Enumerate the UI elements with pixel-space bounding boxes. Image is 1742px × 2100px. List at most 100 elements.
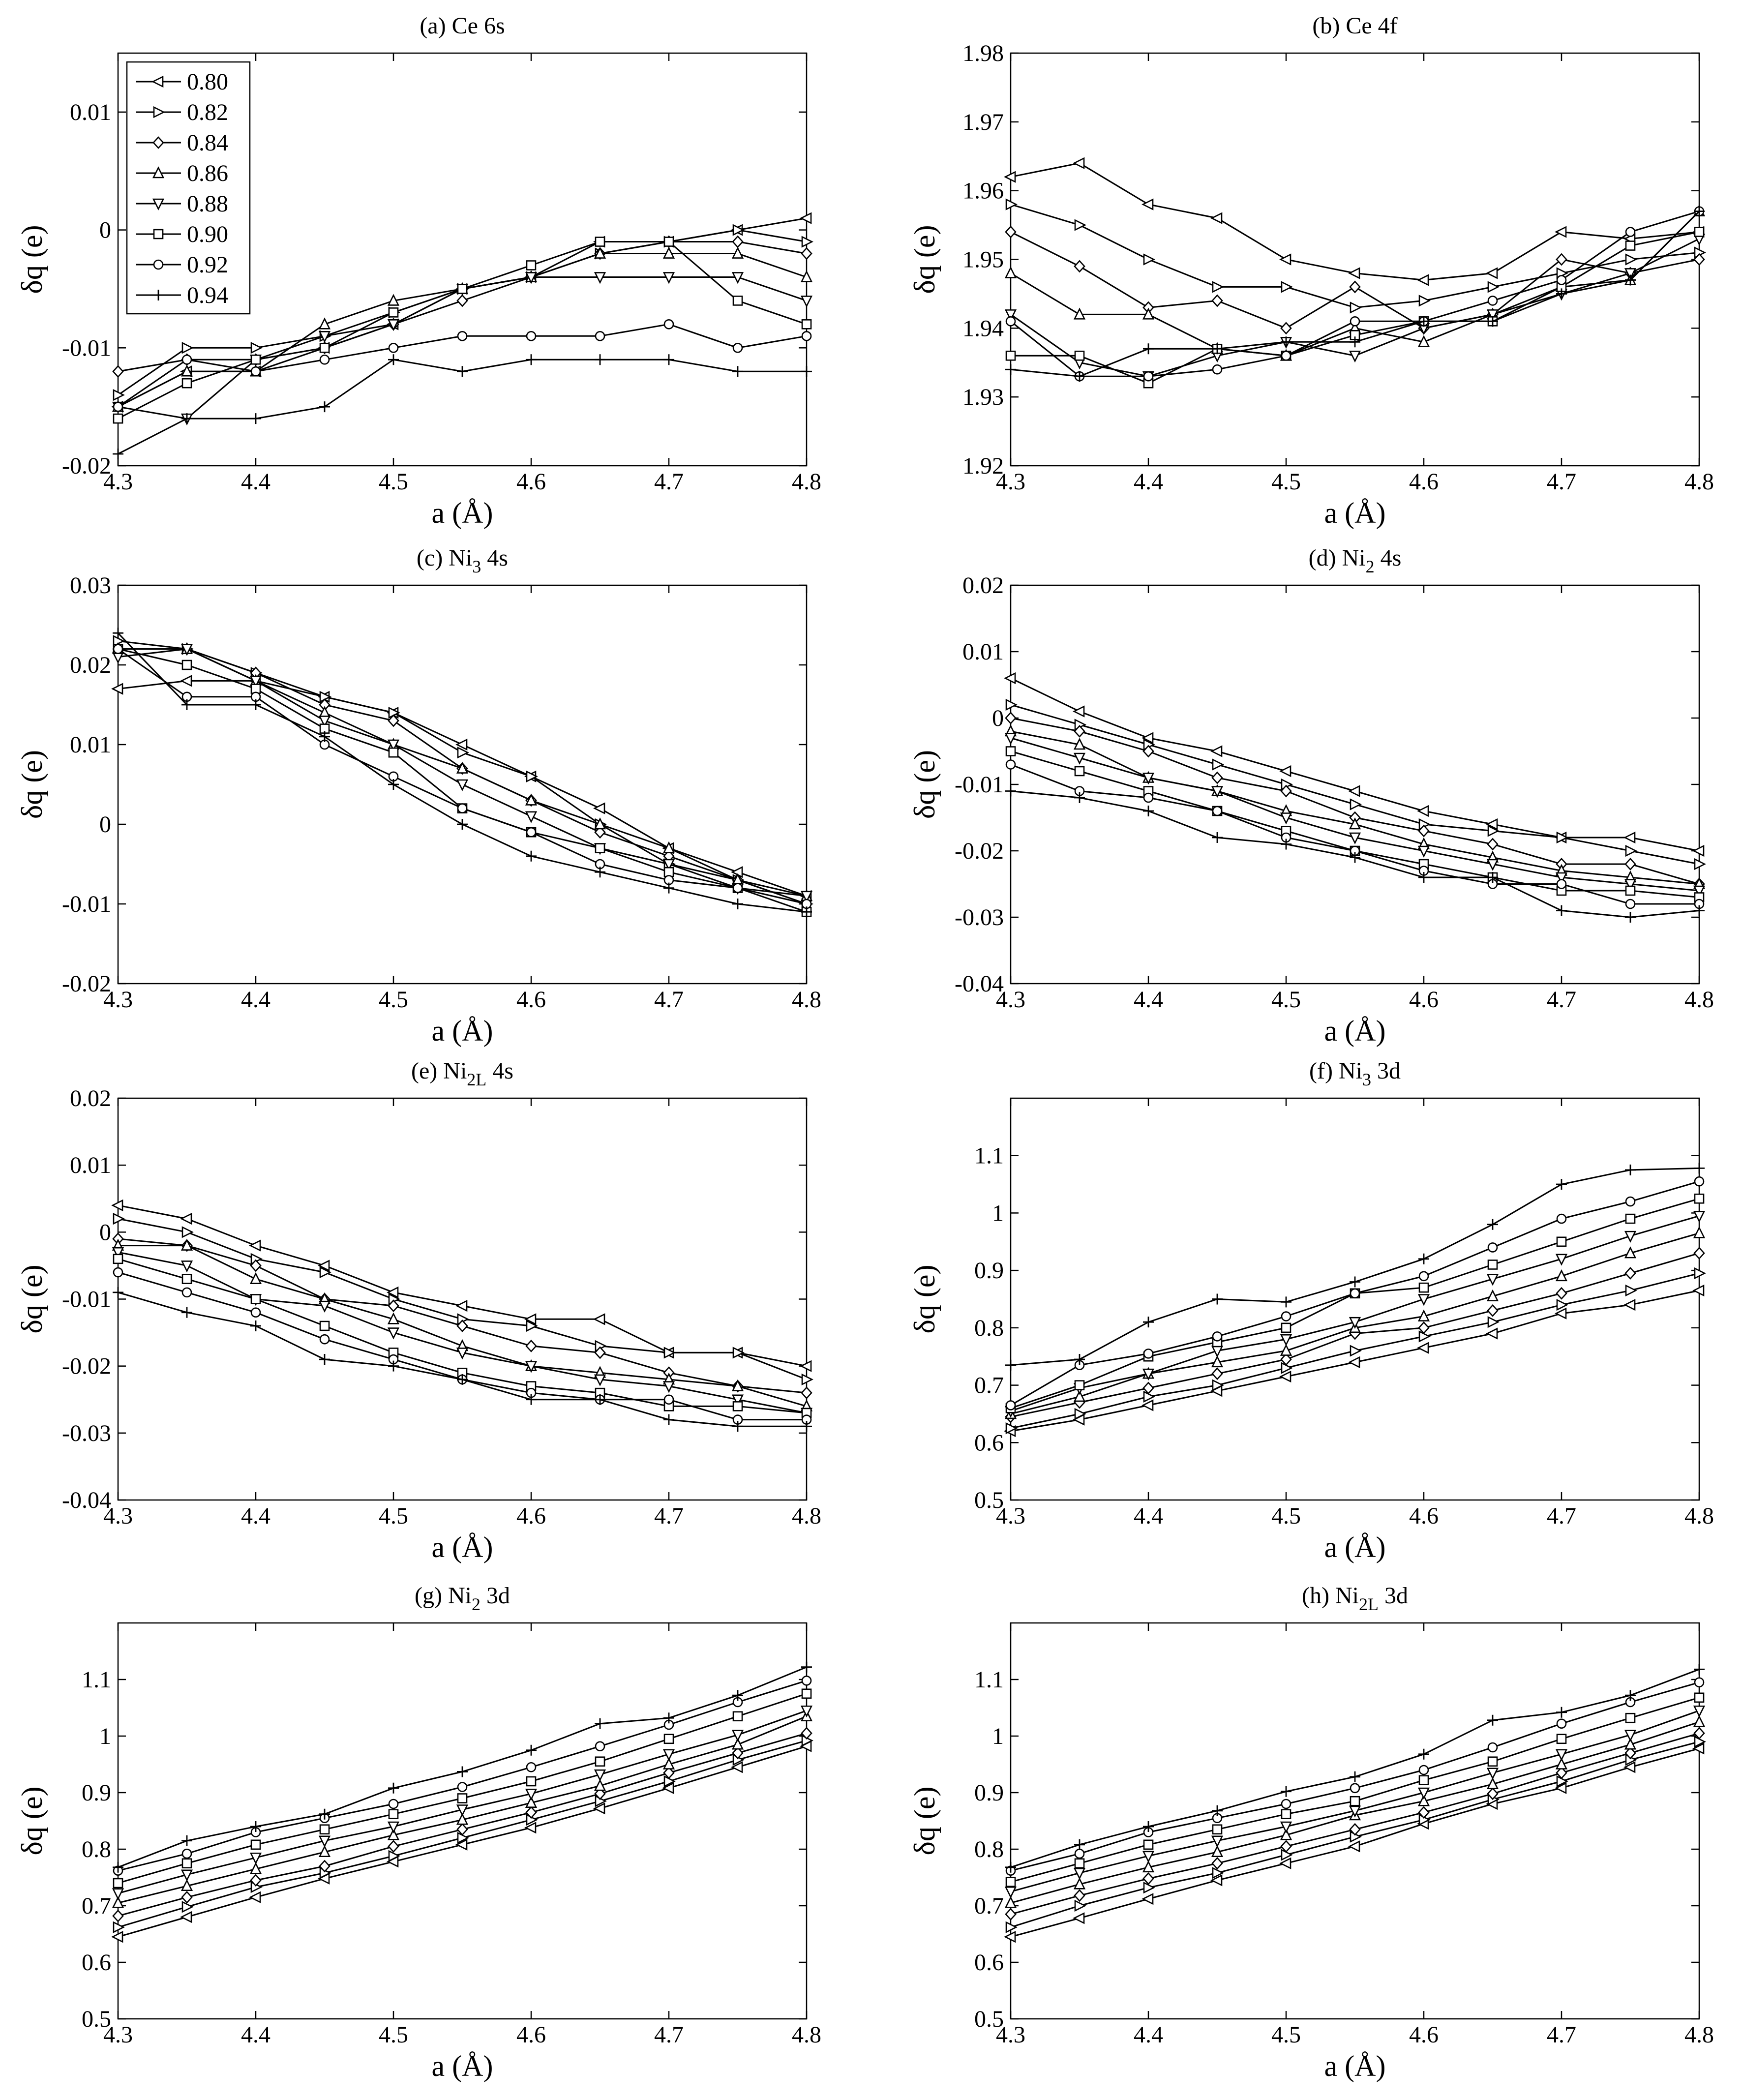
data-point [526, 1762, 537, 1772]
data-point [1005, 712, 1017, 724]
data-point [1280, 1353, 1292, 1366]
data-point [1417, 335, 1430, 347]
data-point [181, 1226, 194, 1238]
data-point [1143, 1821, 1154, 1832]
data-point [1624, 1730, 1637, 1742]
data-point [456, 1804, 469, 1817]
data-point [1074, 792, 1085, 803]
data-point [732, 342, 743, 353]
data-point [1141, 732, 1154, 744]
data-point [113, 401, 123, 412]
data-point [731, 246, 744, 259]
data-point [801, 1727, 812, 1740]
data-point [595, 843, 605, 853]
data-point [1143, 1839, 1154, 1850]
data-point [526, 770, 538, 782]
data-point [1073, 1390, 1086, 1402]
data-point [181, 354, 192, 365]
data-point [1556, 1287, 1567, 1300]
y-tick-label: 0.7 [82, 1893, 111, 1919]
data-point [595, 1718, 605, 1729]
data-point [1350, 798, 1362, 810]
series-0.88 [112, 1705, 813, 1900]
series-0.88 [112, 1247, 813, 1420]
data-point [1143, 806, 1154, 816]
data-point [1350, 852, 1360, 863]
data-point [1556, 1734, 1567, 1744]
data-point [457, 284, 468, 294]
data-point [1350, 1276, 1360, 1288]
data-point [388, 1782, 399, 1794]
data-point [1280, 1828, 1292, 1840]
data-point [1487, 1742, 1498, 1753]
y-tick-label: 0.01 [962, 639, 1004, 665]
data-point [387, 739, 400, 751]
data-point [456, 1823, 468, 1836]
data-point [1625, 1213, 1636, 1224]
data-point [1625, 1284, 1637, 1297]
data-point [1210, 1874, 1223, 1887]
data-point [1625, 1712, 1636, 1723]
legend-label: 0.84 [187, 130, 228, 156]
series-0.86 [112, 1709, 813, 1908]
data-point [1073, 1868, 1086, 1880]
x-tick-label: 4.4 [1134, 1503, 1163, 1529]
data-point [1004, 1886, 1017, 1899]
data-point [1486, 1327, 1498, 1340]
data-point [180, 1212, 192, 1225]
data-point [1624, 1267, 1636, 1280]
legend-marker [153, 106, 165, 119]
data-point [1487, 1304, 1499, 1317]
data-point [113, 449, 123, 460]
series-line [1010, 1215, 1700, 1412]
series-0.82 [1005, 698, 1706, 870]
data-point [1556, 275, 1567, 285]
legend-item: 0.80 [136, 69, 228, 95]
data-point [319, 1354, 330, 1365]
data-point [249, 1852, 262, 1865]
data-point [1350, 1771, 1360, 1782]
data-point [1486, 309, 1499, 322]
data-point [1004, 672, 1016, 685]
data-point [731, 1394, 744, 1407]
data-point [112, 1909, 124, 1922]
data-point [113, 413, 123, 424]
data-point [663, 1414, 674, 1425]
plot-frame [1010, 1622, 1700, 2020]
data-point [1005, 1400, 1016, 1410]
data-point [1348, 1840, 1360, 1853]
x-tick-label: 4.3 [103, 1503, 133, 1529]
panel-title: (b) Ce 4f [1312, 13, 1397, 39]
data-point [111, 1199, 123, 1211]
x-tick-label: 4.4 [241, 1503, 270, 1529]
panel-title: (f) Ni3 3d [1309, 1058, 1401, 1089]
data-point [1005, 1422, 1018, 1435]
data-point [1348, 785, 1360, 797]
legend-marker [152, 136, 164, 149]
series-0.92 [1005, 759, 1705, 909]
legend-item: 0.84 [136, 130, 228, 156]
data-point [180, 1260, 193, 1273]
data-point [595, 867, 605, 878]
data-point [387, 1312, 400, 1324]
panel-title: (h) Ni2L 3d [1302, 1583, 1408, 1614]
data-point [250, 1259, 262, 1272]
y-tick-label: -0.02 [62, 453, 111, 479]
data-point [318, 1300, 331, 1313]
x-tick-label: 4.6 [516, 2022, 546, 2048]
series-line [1010, 162, 1700, 281]
y-tick-label: -0.01 [62, 1287, 111, 1313]
y-tick-label: 0.02 [70, 652, 111, 678]
y-axis-label: δq (e) [908, 225, 941, 294]
data-point [1350, 316, 1360, 327]
data-point [388, 307, 399, 318]
data-point [249, 1239, 261, 1252]
x-axis-label: a (Å) [432, 1015, 493, 1047]
y-tick-label: 0.7 [974, 1893, 1004, 1919]
data-point [1281, 1311, 1291, 1321]
data-point [525, 1339, 537, 1352]
y-tick-label: -0.01 [62, 891, 111, 917]
data-point [1281, 1322, 1291, 1333]
data-point [1349, 1823, 1361, 1836]
data-point [1487, 1219, 1498, 1230]
